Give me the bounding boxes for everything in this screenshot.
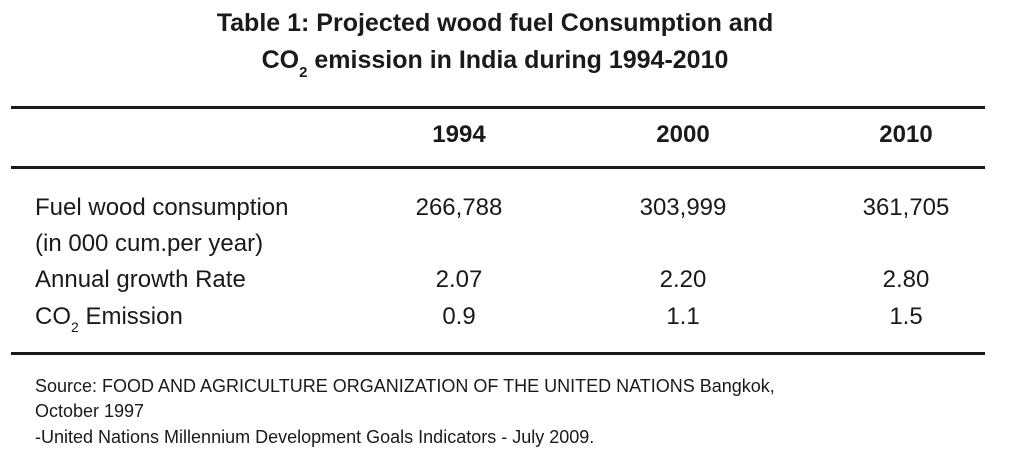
title-co-text: CO xyxy=(261,46,300,74)
table-cell: 1.5 xyxy=(889,303,923,330)
source-note-line-1: Source: FOOD AND AGRICULTURE ORGANIZATIO… xyxy=(35,376,775,396)
table-cell: 361,705 xyxy=(862,194,950,221)
row-label-annual-growth-rate: Annual growth Rate xyxy=(35,266,246,293)
title-subscript: 2 xyxy=(299,64,308,81)
title-emission-text: emission in India during 1994-2010 xyxy=(307,46,729,74)
row-label-subscript: 2 xyxy=(71,319,79,335)
table-cell: 2.20 xyxy=(659,266,707,293)
row-label-co-text: CO xyxy=(35,303,71,330)
column-header-2010: 2010 xyxy=(879,121,933,148)
table-cell: 266,788 xyxy=(415,194,503,221)
table-title-line-2: CO2 emission in India during 1994-2010 xyxy=(0,45,990,81)
table-cell: 303,999 xyxy=(639,194,727,221)
table-cell: 1.1 xyxy=(666,303,700,330)
column-header-1994: 1994 xyxy=(432,121,486,148)
source-note-line-3: -United Nations Millennium Development G… xyxy=(35,427,595,447)
row-label-fuel-wood-unit: (in 000 cum.per year) xyxy=(35,230,264,257)
table-cell: 2.07 xyxy=(435,266,483,293)
column-header-2000: 2000 xyxy=(656,121,710,148)
table-title-line-1: Table 1: Projected wood fuel Consumption… xyxy=(216,9,774,37)
source-note-line-2: October 1997 xyxy=(35,401,145,421)
table-bottom-rule xyxy=(11,352,985,355)
table-top-rule xyxy=(11,106,985,109)
table-header-rule xyxy=(11,166,985,169)
row-label-emission-text: Emission xyxy=(78,303,183,330)
row-label-co2-emission: CO2 Emission xyxy=(35,303,183,335)
table-cell: 0.9 xyxy=(442,303,476,330)
table-cell: 2.80 xyxy=(882,266,930,293)
row-label-fuel-wood-consumption: Fuel wood consumption xyxy=(35,194,289,221)
